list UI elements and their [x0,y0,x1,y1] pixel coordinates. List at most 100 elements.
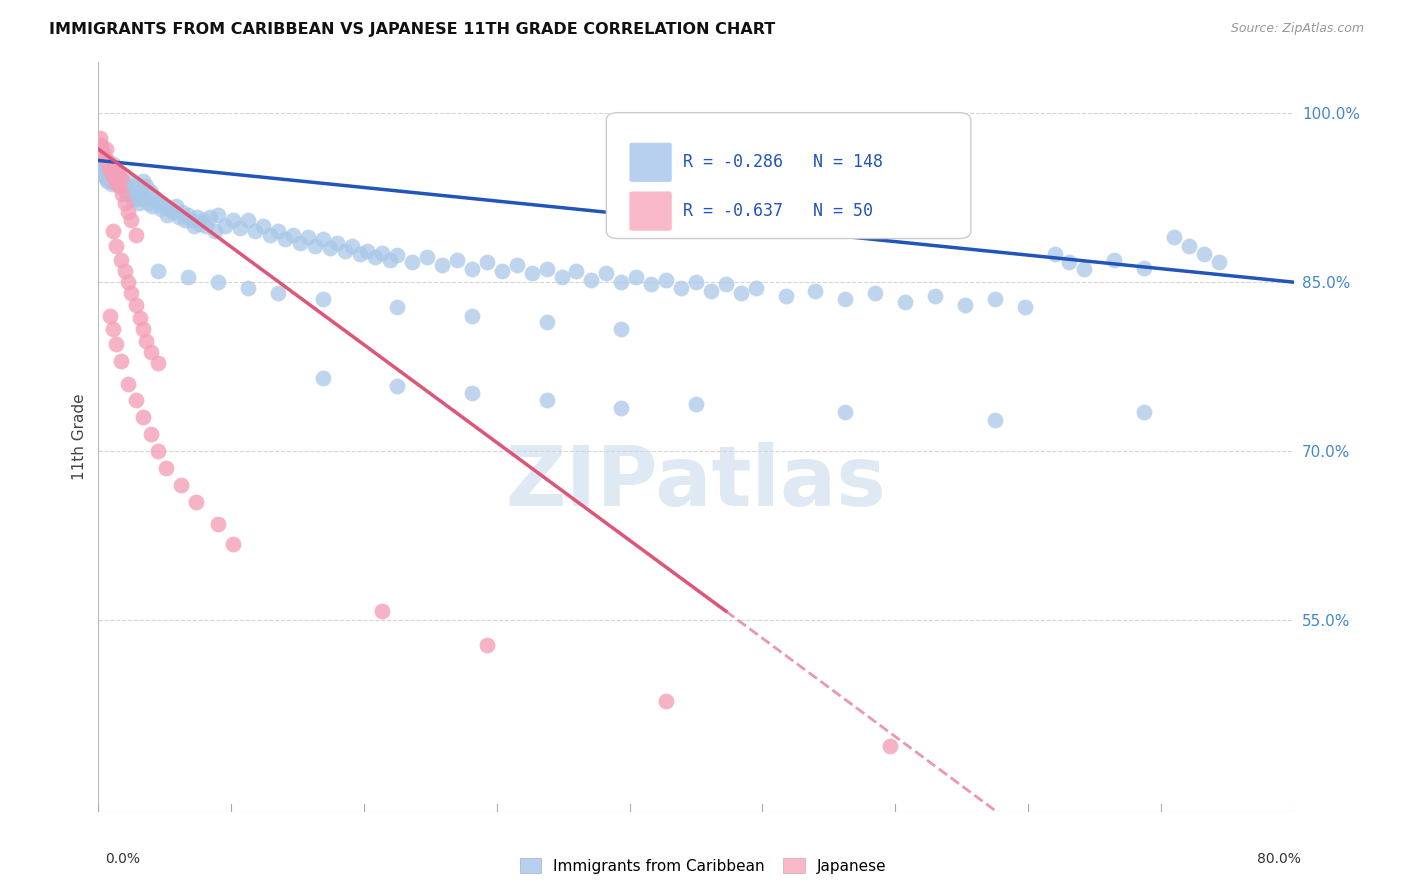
Point [714,277,737,292]
Text: IMMIGRANTS FROM CARIBBEAN VS JAPANESE 11TH GRADE CORRELATION CHART: IMMIGRANTS FROM CARIBBEAN VS JAPANESE 11… [49,22,776,37]
Point [110,179,132,194]
Point [834,292,856,306]
Point [475,638,498,652]
Point [267,224,290,238]
Point [104,162,127,177]
Point [461,385,484,400]
Point [162,205,184,219]
Point [288,235,311,250]
Point [98,157,122,171]
Point [132,174,155,188]
Point [94,171,117,186]
Point [186,210,208,224]
Point [139,185,162,199]
Point [730,286,752,301]
Point [120,187,142,202]
Point [252,219,274,233]
Point [267,286,290,301]
Point [114,264,136,278]
Point [101,168,124,182]
Point [191,213,214,227]
Point [129,311,152,326]
Point [114,196,136,211]
Point [107,165,129,179]
Point [104,171,127,186]
Point [879,739,901,754]
Point [475,255,498,269]
Point [172,205,194,219]
Point [446,252,468,267]
Point [90,140,112,154]
Point [110,171,132,186]
Point [326,235,349,250]
Point [1104,252,1126,267]
Point [685,275,707,289]
Point [207,275,229,289]
Point [177,208,200,222]
Point [110,252,132,267]
Point [195,219,218,233]
Point [1014,300,1036,314]
Point [108,179,131,194]
Point [118,183,141,197]
Point [93,151,115,165]
Point [401,255,423,269]
Point [125,227,148,242]
Point [96,157,118,171]
Point [222,213,245,227]
Point [103,322,125,336]
Point [148,356,170,370]
Point [89,142,111,156]
Point [1208,255,1230,269]
Point [700,284,723,298]
Point [120,213,142,227]
Point [132,322,155,336]
Point [98,309,122,323]
Text: 0.0%: 0.0% [105,852,141,866]
Point [319,241,342,255]
Point [97,160,120,174]
Point [364,251,387,265]
Point [150,202,173,216]
Point [104,171,127,186]
Point [96,174,118,188]
Point [356,244,378,258]
FancyBboxPatch shape [606,112,972,238]
Point [311,371,333,385]
Point [97,162,120,177]
Point [1133,260,1156,275]
Point [103,224,125,238]
Point [105,337,128,351]
Point [93,168,115,182]
Point [139,345,162,359]
Point [461,309,484,323]
Point [775,288,797,302]
Point [135,334,157,348]
Point [311,232,333,246]
Point [1192,247,1215,261]
Point [281,227,304,242]
Point [101,168,124,182]
Legend: Immigrants from Caribbean, Japanese: Immigrants from Caribbean, Japanese [513,852,893,880]
Point [125,393,148,408]
Point [97,169,120,184]
Point [125,187,148,202]
Text: R = -0.637   N = 50: R = -0.637 N = 50 [683,202,873,220]
Point [180,213,202,227]
Point [91,157,114,171]
Point [207,517,229,532]
Point [91,149,114,163]
Point [349,247,371,261]
Point [117,376,139,391]
Point [626,269,648,284]
Point [984,292,1007,306]
Point [94,153,117,168]
Point [894,295,917,310]
Point [141,198,163,212]
Point [129,185,152,199]
Point [204,224,226,238]
Point [1059,255,1081,269]
Point [159,202,181,216]
Point [640,277,662,292]
Point [107,171,129,186]
